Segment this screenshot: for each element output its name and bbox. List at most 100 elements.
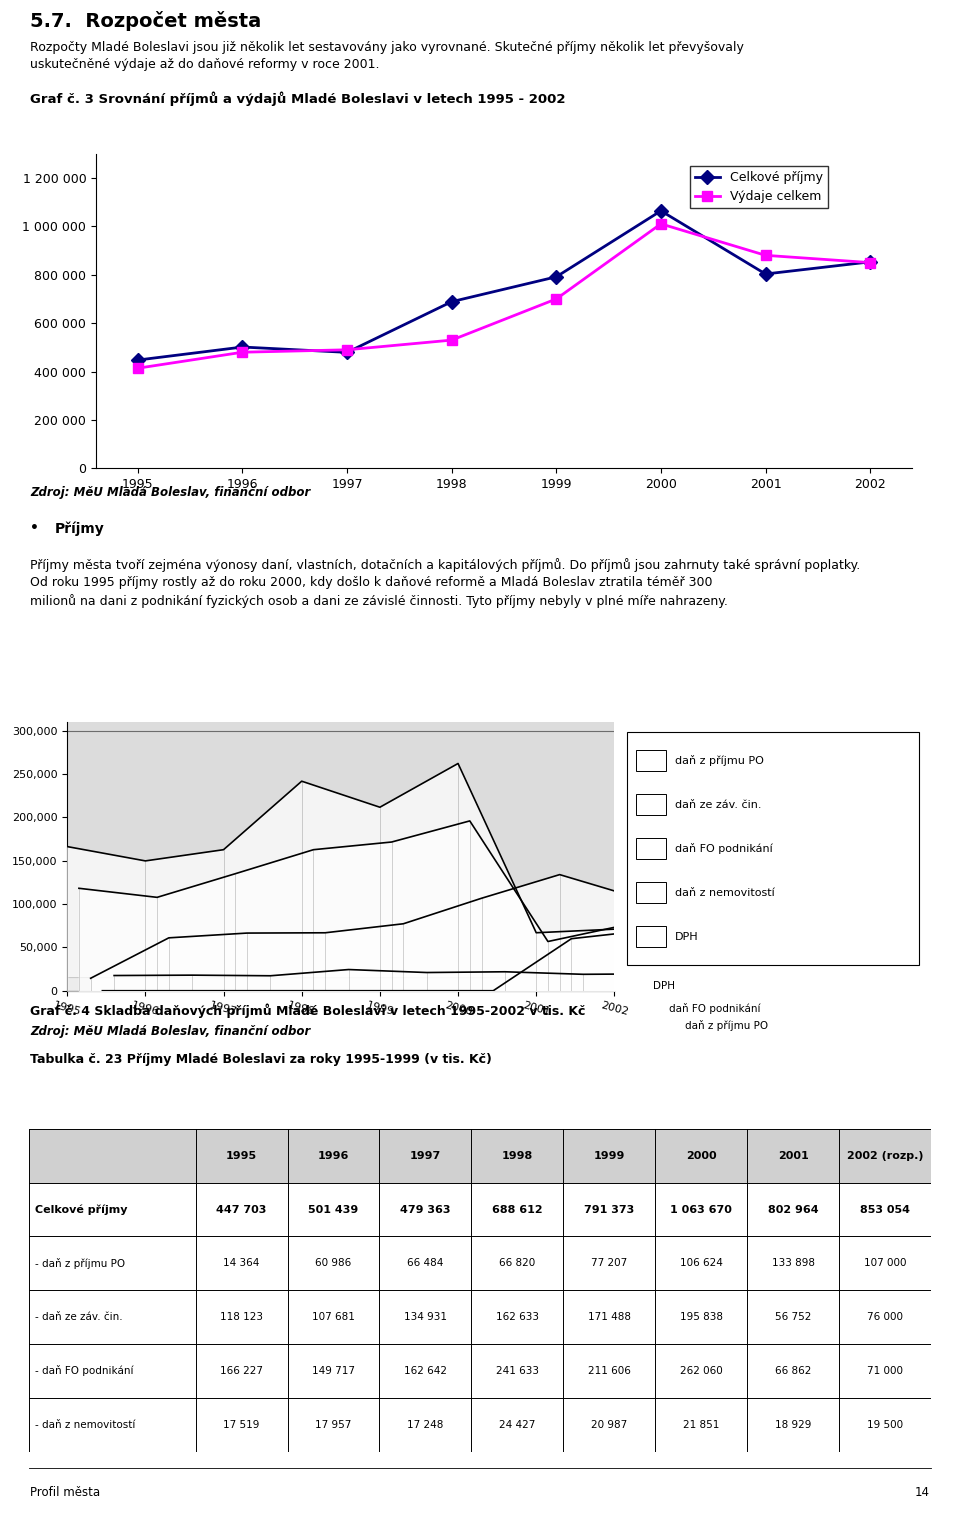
Text: 66 820: 66 820: [499, 1258, 536, 1269]
Text: 134 931: 134 931: [404, 1312, 447, 1322]
Celkové příjmy: [550, 267, 562, 286]
Text: uskutečněné výdaje až do daňové reformy v roce 2001.: uskutečněné výdaje až do daňové reformy …: [30, 58, 379, 71]
Text: 66 484: 66 484: [407, 1258, 444, 1269]
Celkové příjmy: [132, 350, 144, 369]
Text: 802 964: 802 964: [768, 1204, 819, 1215]
Text: 21 851: 21 851: [684, 1419, 719, 1430]
Text: Příjmy: Příjmy: [55, 521, 105, 536]
Text: daň z příjmu PO: daň z příjmu PO: [675, 756, 763, 766]
Text: 77 207: 77 207: [591, 1258, 628, 1269]
Výdaje celkem: [132, 359, 144, 378]
Text: Profil města: Profil města: [30, 1487, 100, 1499]
Bar: [636, 839, 665, 859]
Text: 20 987: 20 987: [591, 1419, 628, 1430]
Line: Celkové příjmy: Celkové příjmy: [133, 206, 875, 366]
Celkové příjmy: [446, 292, 458, 310]
Text: •: •: [30, 521, 38, 535]
Výdaje celkem: [342, 341, 353, 359]
Text: 1 063 670: 1 063 670: [670, 1204, 732, 1215]
Text: - daň z nemovitostí: - daň z nemovitostí: [36, 1419, 135, 1430]
Text: 853 054: 853 054: [860, 1204, 910, 1215]
Text: DPH: DPH: [654, 982, 676, 991]
Text: 791 373: 791 373: [585, 1204, 635, 1215]
FancyBboxPatch shape: [44, 978, 637, 991]
Text: 501 439: 501 439: [308, 1204, 359, 1215]
Text: 447 703: 447 703: [216, 1204, 267, 1215]
Text: 149 717: 149 717: [312, 1366, 355, 1376]
Text: 211 606: 211 606: [588, 1366, 631, 1376]
Text: daň ze záv. čin.: daň ze záv. čin.: [675, 800, 761, 809]
Legend: Celkové příjmy, Výdaje celkem: Celkové příjmy, Výdaje celkem: [690, 166, 828, 209]
Text: 76 000: 76 000: [867, 1312, 903, 1322]
Celkové příjmy: [655, 201, 666, 220]
Text: 1996: 1996: [318, 1150, 349, 1161]
Celkové příjmy: [864, 252, 876, 270]
Text: 1997: 1997: [410, 1150, 441, 1161]
Text: Od roku 1995 příjmy rostly až do roku 2000, kdy došlo k daňové reformě a Mladá B: Od roku 1995 příjmy rostly až do roku 20…: [30, 576, 712, 590]
Text: 118 123: 118 123: [220, 1312, 263, 1322]
Text: daň z nemovitostí: daň z nemovitostí: [675, 888, 775, 897]
Text: daň FO podnikání: daň FO podnikání: [669, 1003, 760, 1014]
Text: 688 612: 688 612: [492, 1204, 542, 1215]
Bar: [636, 882, 665, 903]
Text: Zdroj: MěU Mladá Boleslav, finanční odbor: Zdroj: MěU Mladá Boleslav, finanční odbo…: [30, 487, 310, 499]
Text: 19 500: 19 500: [867, 1419, 903, 1430]
Text: 262 060: 262 060: [680, 1366, 723, 1376]
Text: 71 000: 71 000: [867, 1366, 903, 1376]
Line: Výdaje celkem: Výdaje celkem: [133, 220, 875, 373]
Text: 2000: 2000: [686, 1150, 716, 1161]
Text: Příjmy města tvoří zejména výonosy daní, vlastních, dotačních a kapitálových pří: Příjmy města tvoří zejména výonosy daní,…: [30, 558, 860, 573]
Text: 60 986: 60 986: [316, 1258, 351, 1269]
Text: 17 248: 17 248: [407, 1419, 444, 1430]
Text: 17 957: 17 957: [315, 1419, 351, 1430]
Text: 5.7.  Rozpočet města: 5.7. Rozpočet města: [30, 11, 261, 31]
Text: 14: 14: [915, 1487, 930, 1499]
Text: 107 681: 107 681: [312, 1312, 355, 1322]
Text: 1995: 1995: [226, 1150, 257, 1161]
Výdaje celkem: [446, 330, 458, 349]
Text: 2001: 2001: [778, 1150, 808, 1161]
Text: Graf č. 4 Skladba daňových příjmů Mladé Boleslavi v letech 1995-2002 v tis. Kč: Graf č. 4 Skladba daňových příjmů Mladé …: [30, 1003, 586, 1018]
Text: 479 363: 479 363: [400, 1204, 450, 1215]
Text: 1999: 1999: [593, 1150, 625, 1161]
Text: 106 624: 106 624: [680, 1258, 723, 1269]
Bar: [29, 1129, 931, 1183]
Text: 24 427: 24 427: [499, 1419, 536, 1430]
Text: Zdroj: MěU Mladá Boleslav, finanční odbor: Zdroj: MěU Mladá Boleslav, finanční odbo…: [30, 1026, 310, 1038]
Text: daň FO podnikání: daň FO podnikání: [675, 843, 773, 854]
Výdaje celkem: [864, 253, 876, 272]
Text: DPH: DPH: [675, 932, 698, 942]
Text: 133 898: 133 898: [772, 1258, 815, 1269]
Výdaje celkem: [550, 290, 562, 309]
Celkové příjmy: [237, 338, 249, 356]
Celkové příjmy: [342, 343, 353, 361]
Text: 107 000: 107 000: [864, 1258, 906, 1269]
Text: 17 519: 17 519: [224, 1419, 260, 1430]
Text: 166 227: 166 227: [220, 1366, 263, 1376]
Text: Tabulka č. 23 Příjmy Mladé Boleslavi za roky 1995-1999 (v tis. Kč): Tabulka č. 23 Příjmy Mladé Boleslavi za …: [30, 1054, 492, 1066]
Text: milionů na dani z podnikání fyzických osob a dani ze závislé činnosti. Tyto příj: milionů na dani z podnikání fyzických os…: [30, 594, 728, 608]
Celkové příjmy: [759, 264, 771, 283]
Text: 171 488: 171 488: [588, 1312, 631, 1322]
Text: - daň z příjmu PO: - daň z příjmu PO: [36, 1258, 125, 1269]
Text: 18 929: 18 929: [775, 1419, 811, 1430]
Text: Rozpočty Mladé Boleslavi jsou již několik let sestavovány jako vyrovnané. Skuteč: Rozpočty Mladé Boleslavi jsou již několi…: [30, 41, 744, 54]
Výdaje celkem: [759, 246, 771, 264]
Text: 56 752: 56 752: [775, 1312, 811, 1322]
Text: - daň FO podnikání: - daň FO podnikání: [36, 1366, 133, 1376]
Bar: [636, 750, 665, 771]
Výdaje celkem: [237, 343, 249, 361]
Bar: [636, 794, 665, 816]
Text: 2002 (rozp.): 2002 (rozp.): [847, 1150, 924, 1161]
Text: 162 633: 162 633: [496, 1312, 539, 1322]
Text: Graf č. 3 Srovnání příjmů a výdajů Mladé Boleslavi v letech 1995 - 2002: Graf č. 3 Srovnání příjmů a výdajů Mladé…: [30, 91, 565, 106]
Výdaje celkem: [655, 215, 666, 233]
Text: 1998: 1998: [502, 1150, 533, 1161]
Text: 66 862: 66 862: [775, 1366, 811, 1376]
Text: 241 633: 241 633: [496, 1366, 539, 1376]
Text: 195 838: 195 838: [680, 1312, 723, 1322]
Bar: [636, 926, 665, 948]
Text: 162 642: 162 642: [404, 1366, 447, 1376]
Text: Celkové příjmy: Celkové příjmy: [36, 1204, 128, 1215]
Text: 14 364: 14 364: [224, 1258, 260, 1269]
